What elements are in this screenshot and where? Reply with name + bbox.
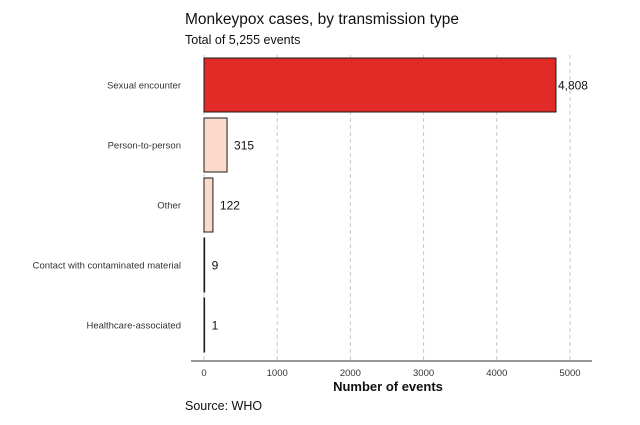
value-label: 9 bbox=[212, 259, 219, 273]
bar bbox=[203, 237, 206, 293]
x-tick-label: 4000 bbox=[486, 368, 507, 379]
x-axis-title: Number of events bbox=[333, 379, 443, 394]
x-tick-label: 2000 bbox=[340, 368, 361, 379]
value-labels: 4,808 315 122 9 1 bbox=[212, 79, 589, 333]
bar bbox=[203, 57, 557, 113]
chart-title: Monkeypox cases, by transmission type bbox=[185, 11, 459, 28]
bars bbox=[203, 57, 557, 353]
bar bbox=[203, 177, 214, 233]
category-labels: Sexual encounter Person-to-person Other Con… bbox=[33, 81, 181, 332]
x-tick-label: 1000 bbox=[267, 368, 288, 379]
category-label: Other bbox=[157, 201, 181, 212]
chart-source: Source: WHO bbox=[185, 399, 263, 413]
category-label: Person-to-person bbox=[108, 141, 181, 152]
category-label: Sexual encounter bbox=[107, 81, 181, 92]
x-tick-label: 0 bbox=[201, 368, 206, 379]
bar bbox=[203, 117, 228, 173]
value-label: 122 bbox=[220, 199, 240, 213]
bar bbox=[203, 297, 206, 353]
x-tick-label: 5000 bbox=[559, 368, 580, 379]
x-tick-labels: 0 1000 2000 3000 4000 5000 bbox=[201, 368, 580, 379]
value-label: 4,808 bbox=[558, 79, 588, 93]
category-label: Contact with contaminated material bbox=[33, 261, 181, 272]
x-tick-label: 3000 bbox=[413, 368, 434, 379]
category-label: Healthcare-associated bbox=[86, 321, 181, 332]
value-label: 1 bbox=[212, 319, 219, 333]
value-label: 315 bbox=[234, 139, 254, 153]
chart-subtitle: Total of 5,255 events bbox=[185, 33, 301, 47]
